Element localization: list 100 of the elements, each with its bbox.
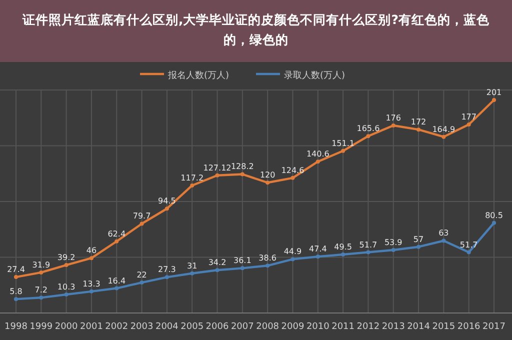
- data-label: 27.4: [7, 265, 25, 274]
- x-tick-label: 2014: [407, 322, 430, 332]
- point: [215, 173, 220, 178]
- x-tick-label: 2008: [256, 322, 280, 332]
- point: [89, 256, 94, 260]
- data-label: 120: [260, 170, 276, 180]
- data-label: 51.7: [359, 240, 378, 250]
- data-label: 49.5: [334, 242, 352, 252]
- point: [466, 122, 471, 126]
- data-label: 5.8: [10, 287, 22, 296]
- data-label: 13.3: [82, 279, 100, 288]
- point: [140, 280, 144, 285]
- point: [492, 220, 496, 225]
- data-label: 36.1: [234, 256, 252, 266]
- data-label: 80.5: [485, 210, 503, 220]
- x-tick-label: 2012: [356, 322, 380, 332]
- point: [316, 160, 320, 164]
- point: [366, 134, 370, 138]
- point: [64, 263, 68, 268]
- point: [290, 257, 295, 262]
- point: [240, 172, 244, 176]
- data-label: 44.9: [284, 247, 302, 256]
- point: [266, 180, 270, 185]
- point: [39, 296, 44, 300]
- point: [190, 183, 194, 188]
- point: [89, 289, 94, 294]
- point: [341, 148, 346, 153]
- data-label: 127.12: [203, 163, 232, 172]
- data-label: 151.1: [332, 138, 355, 148]
- data-label: 201: [486, 88, 502, 97]
- x-tick-label: 1998: [4, 322, 28, 332]
- data-label: 117.2: [180, 173, 204, 182]
- data-label: 10.3: [57, 282, 76, 292]
- data-label: 53.9: [384, 238, 402, 248]
- point: [64, 292, 68, 296]
- point: [442, 134, 446, 139]
- point: [466, 250, 471, 254]
- data-label: 31: [187, 261, 198, 270]
- x-tick-label: 2006: [206, 322, 229, 332]
- point: [341, 252, 346, 257]
- x-tick-label: 2003: [130, 322, 154, 332]
- point: [492, 98, 496, 102]
- data-label: 176: [386, 114, 402, 122]
- point: [416, 128, 421, 132]
- point: [114, 239, 119, 244]
- point: [164, 275, 169, 280]
- x-tick-label: 2001: [80, 322, 103, 332]
- x-tick-label: 2007: [230, 322, 254, 332]
- x-tick-label: 1999: [30, 322, 53, 332]
- legend-label: 报名人数(万人): [167, 70, 230, 81]
- point: [366, 250, 370, 254]
- data-label: 172: [410, 118, 426, 127]
- data-label: 165.6: [356, 124, 380, 134]
- point: [316, 254, 320, 259]
- data-label: 46: [86, 246, 97, 256]
- data-label: 34.2: [208, 258, 226, 268]
- point: [190, 271, 194, 276]
- x-tick-label: 2004: [155, 322, 179, 332]
- data-label: 164.9: [432, 124, 456, 134]
- x-tick-label: 2002: [105, 322, 128, 332]
- data-label: 38.6: [258, 254, 276, 263]
- x-tick-label: 2010: [306, 322, 330, 332]
- data-label: 177: [461, 112, 476, 122]
- data-label: 62.4: [108, 229, 126, 238]
- data-label: 31.9: [32, 260, 50, 270]
- x-tick-label: 2011: [332, 322, 355, 332]
- x-tick-label: 2017: [482, 322, 506, 332]
- data-label: 22: [136, 270, 147, 280]
- x-tick-label: 2000: [54, 322, 78, 332]
- x-tick-label: 2015: [432, 322, 456, 332]
- point: [290, 176, 295, 180]
- point: [416, 244, 421, 249]
- point: [164, 206, 169, 211]
- point: [215, 268, 220, 272]
- x-tick-label: 2005: [180, 322, 204, 332]
- data-label: 57: [413, 234, 424, 244]
- point: [14, 275, 18, 280]
- x-tick-label: 2013: [382, 322, 405, 332]
- data-label: 140.6: [306, 150, 330, 159]
- chart-title: 证件照片红蓝底有什么区别,大学毕业证的皮颜色不同有什么区别?有红色的，蓝色的，绿色的: [22, 12, 490, 47]
- point: [391, 124, 396, 128]
- data-label: 124.6: [281, 166, 304, 175]
- point: [114, 286, 119, 290]
- point: [266, 264, 270, 268]
- data-label: 16.4: [108, 276, 126, 286]
- point: [14, 297, 18, 302]
- data-label: 27.3: [158, 265, 176, 274]
- data-label: 79.7: [132, 212, 151, 221]
- legend-label: 录取人数(万人): [284, 70, 346, 81]
- data-label: 63: [438, 228, 449, 238]
- point: [140, 222, 144, 226]
- point: [240, 266, 244, 270]
- data-label: 7.2: [34, 286, 48, 295]
- point: [39, 270, 44, 274]
- x-tick-label: 2009: [281, 322, 304, 332]
- data-label: 128.2: [230, 162, 254, 172]
- x-tick-label: 2016: [457, 322, 481, 332]
- point: [391, 248, 396, 252]
- data-label: 39.2: [57, 253, 76, 262]
- point: [442, 238, 446, 243]
